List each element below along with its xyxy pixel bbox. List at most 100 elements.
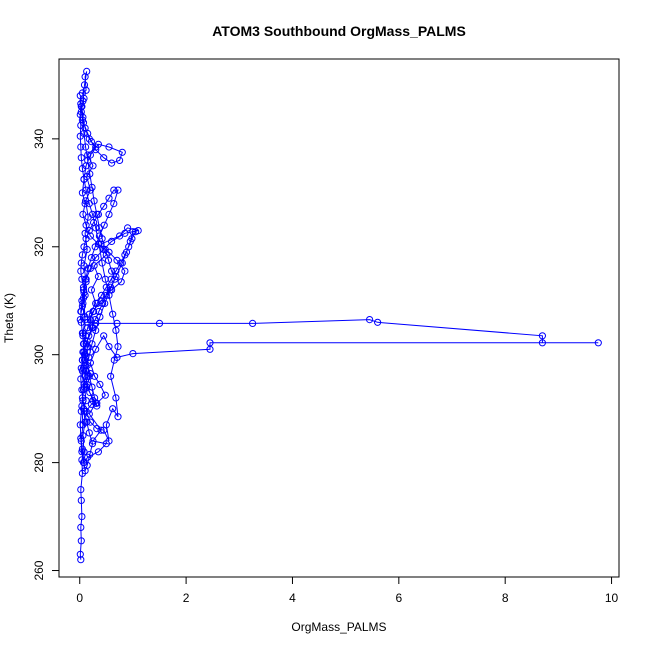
data-point [105,194,113,202]
data-point [84,156,92,164]
data-point [89,437,97,445]
data-point [93,299,101,307]
data-point [77,523,85,532]
data-point [538,332,547,340]
data-point [82,221,90,229]
data-point [81,291,89,299]
data-point [110,356,118,364]
data-point [95,307,103,316]
data-point [121,229,129,237]
data-point [112,394,120,402]
data-point [105,437,113,445]
data-point [86,450,94,459]
data-point [89,162,97,170]
data-point [121,251,129,259]
data-point [121,267,129,275]
data-point [85,332,93,340]
data-point [78,275,86,283]
data-point [107,283,115,291]
data-point [80,243,88,251]
data-point [79,397,87,405]
data-point [84,324,92,332]
data-point [90,197,98,205]
data-point [114,413,122,421]
data-point [77,267,85,275]
chart-title: ATOM3 Southbound OrgMass_PALMS [212,23,466,39]
data-point [366,316,374,324]
data-point [81,372,89,380]
data-point [88,183,96,191]
data-point [101,391,109,399]
data-point [85,372,93,380]
data-point [91,394,99,402]
data-point [102,421,110,429]
data-point [128,235,136,243]
data-point [77,407,85,415]
data-point [100,154,108,162]
data-point [102,283,110,291]
data-point [101,245,109,254]
data-point [90,218,98,227]
data-point [87,138,96,146]
y-axis: 260 280 300 320 340 [32,129,60,581]
data-point [91,243,99,251]
data-point [82,235,90,243]
data-point [105,291,113,299]
data-point [78,251,87,259]
data-point [114,343,122,351]
data-point [374,318,382,326]
x-tick-label: 2 [183,591,190,605]
data-point [87,286,96,294]
data-point [77,537,85,545]
y-tick-label: 260 [32,560,46,580]
data-point [78,116,87,124]
data-point [77,259,85,267]
data-point [155,319,164,327]
data-point [99,299,107,307]
data-point [102,291,110,299]
data-point [79,210,87,218]
plot-frame [58,58,620,578]
data-point [90,307,98,316]
series-line [79,71,599,560]
data-point [77,437,85,445]
data-point [108,237,116,245]
data-point [78,394,87,402]
data-point [93,402,101,410]
data-point [92,254,100,262]
data-point [79,299,87,307]
data-point [79,340,88,348]
data-point [94,448,103,456]
data-point [101,299,109,307]
data-point [80,407,89,415]
data-point [78,329,87,337]
data-point [97,426,105,434]
data-point [95,232,104,240]
data-point [249,319,257,327]
data-point [82,275,90,283]
data-point [82,143,90,151]
data-point [76,550,84,558]
data-point [94,210,103,218]
data-point [132,228,140,236]
data-point [100,221,108,229]
data-point [79,459,88,467]
data-point [92,319,100,327]
data-point [92,345,100,353]
x-axis-label: OrgMass_PALMS [291,620,386,634]
data-point [594,339,602,347]
data-point [77,434,85,442]
data-point [80,81,89,89]
data-point [86,264,95,272]
data-point [116,156,124,164]
data-point [97,291,106,299]
data-point [93,425,101,433]
data-point [113,319,121,327]
data-point [84,264,92,272]
y-tick-label: 320 [32,236,46,256]
data-point [77,556,85,564]
y-axis-label: Theta (K) [2,293,16,343]
data-point [84,129,92,138]
data-point [81,200,89,208]
